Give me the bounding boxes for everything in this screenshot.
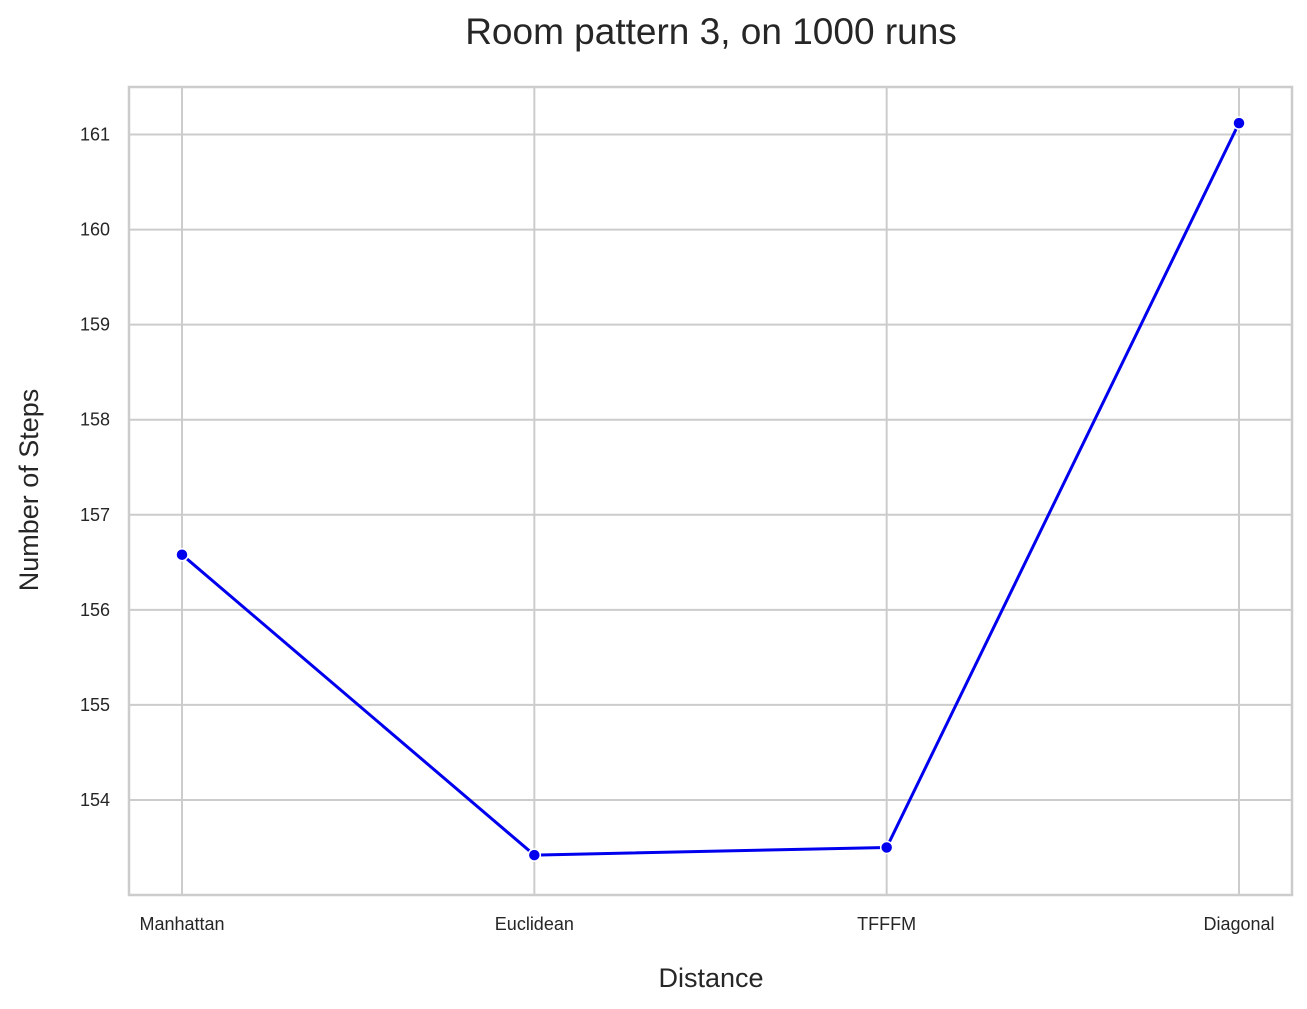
y-tick-label: 155 — [80, 695, 110, 715]
data-point — [527, 848, 542, 862]
y-tick-label: 154 — [80, 790, 110, 810]
y-tick-label: 159 — [80, 315, 110, 335]
x-tick-label: Manhattan — [139, 914, 224, 934]
y-tick-label: 161 — [80, 125, 110, 145]
y-tick-label: 156 — [80, 600, 110, 620]
y-tick-label: 160 — [80, 220, 110, 240]
plot-frame — [127, 85, 1294, 897]
x-tick-label: Diagonal — [1203, 914, 1274, 934]
y-tick-label: 158 — [80, 410, 110, 430]
series-line — [181, 122, 1241, 857]
y-tick-label: 157 — [80, 505, 110, 525]
series-layer — [175, 116, 1246, 862]
grid-lines — [129, 87, 1292, 895]
data-point — [879, 840, 894, 855]
chart-title: Room pattern 3, on 1000 runs — [465, 11, 957, 52]
x-axis-label: Distance — [658, 963, 763, 993]
data-point — [1232, 116, 1246, 130]
data-point — [175, 547, 189, 562]
x-tick-label: Euclidean — [495, 914, 574, 934]
x-tick-label: TFFFM — [857, 914, 916, 934]
y-axis-label: Number of Steps — [14, 389, 44, 592]
tick-labels: 154 155 156 157 158 159 160 161 Manhattan Euclide… — [80, 125, 1275, 934]
